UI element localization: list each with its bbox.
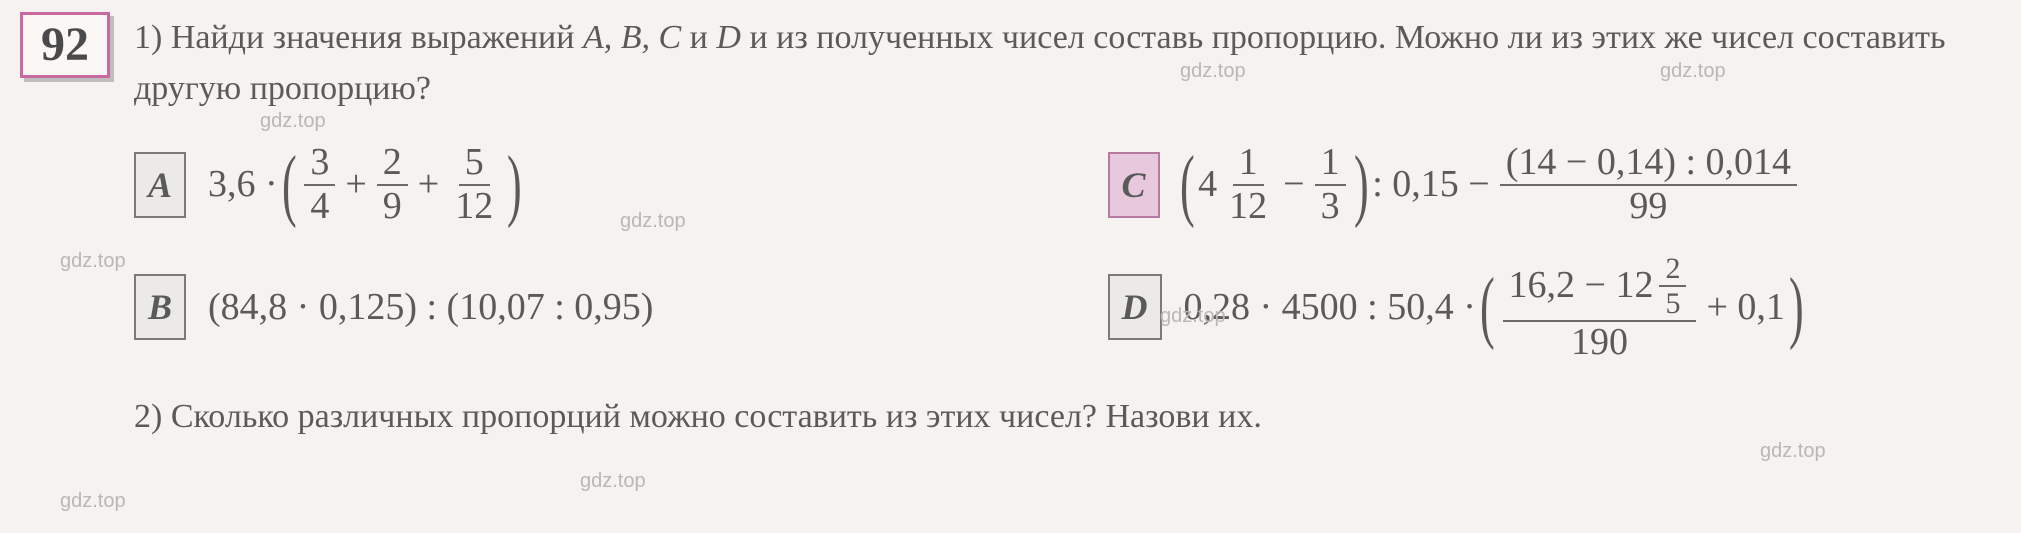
D-num-lead: 16,2 − <box>1509 264 1616 306</box>
problem-body: 1) Найди значения выражений A, B, C и D … <box>134 12 2001 442</box>
C-mixed-frac: 1 12 <box>1223 142 1273 228</box>
math-C: ( 4 1 12 − 1 3 ) : 0,15 − <box>1182 142 1802 228</box>
C-lparen-icon: ( <box>1180 157 1195 213</box>
D-big-num: 16,2 − 12 2 5 <box>1503 252 1697 322</box>
math-A: 3,6 · ( 3 4 + 2 9 + 5 12 <box>208 142 520 228</box>
D-mixed: 12 2 5 <box>1615 252 1690 320</box>
C-mixed-d: 12 <box>1223 186 1273 228</box>
C-mixed-w: 4 <box>1198 156 1217 213</box>
problem-container: 92 1) Найди значения выражений A, B, C и… <box>20 12 2001 442</box>
C-minus: − <box>1283 156 1304 213</box>
watermark: gdz.top <box>60 490 126 513</box>
D-mixed-n: 2 <box>1659 252 1686 287</box>
frac-A1: 3 4 <box>304 142 335 228</box>
B-text: (84,8 · 0,125) : (10,07 : 0,95) <box>208 279 653 336</box>
D-bigfrac: 16,2 − 12 2 5 190 <box>1503 252 1697 364</box>
A-plus2: + <box>418 156 439 213</box>
part2-label: 2) <box>134 398 162 435</box>
C-mixed-n: 1 <box>1233 142 1264 186</box>
label-C: C <box>1108 152 1160 218</box>
D-rparen-icon: ) <box>1789 279 1804 335</box>
C-big-n: (14 − 0,14) : 0,014 <box>1500 142 1797 186</box>
C-f1: 1 3 <box>1315 142 1346 228</box>
expression-B: B (84,8 · 0,125) : (10,07 : 0,95) <box>134 274 1028 340</box>
math-B: (84,8 · 0,125) : (10,07 : 0,95) <box>208 279 653 336</box>
lparen-icon: ( <box>282 157 297 213</box>
A1-num: 3 <box>304 142 335 186</box>
expression-grid: A 3,6 · ( 3 4 + 2 9 + 5 <box>134 142 2001 363</box>
and-word: и <box>681 19 716 56</box>
expression-A: A 3,6 · ( 3 4 + 2 9 + 5 <box>134 142 1028 228</box>
watermark: gdz.top <box>1760 440 1826 463</box>
C-bigfrac: (14 − 0,14) : 0,014 99 <box>1500 142 1797 228</box>
A2-den: 9 <box>377 186 408 228</box>
D-lead: 0,28 · 4500 : 50,4 · <box>1184 279 1476 336</box>
D-tail: + 0,1 <box>1706 279 1784 336</box>
C-mixed: 4 1 12 <box>1198 142 1277 228</box>
problem-number: 92 <box>20 12 110 78</box>
label-A: A <box>134 152 186 218</box>
C-mid: : 0,15 − <box>1372 156 1490 213</box>
vars-abc: A, B, C <box>583 19 681 56</box>
watermark: gdz.top <box>580 470 646 493</box>
label-D: D <box>1108 274 1162 340</box>
C-f1-n: 1 <box>1315 142 1346 186</box>
D-big-d: 190 <box>1565 322 1634 364</box>
A2-num: 2 <box>377 142 408 186</box>
expression-D: D 0,28 · 4500 : 50,4 · ( 16,2 − 12 2 5 <box>1108 252 2002 364</box>
D-mixed-w: 12 <box>1615 265 1653 307</box>
part2-text: Сколько различных пропорций можно состав… <box>171 398 1262 435</box>
part1-text1: Найди значения выражений <box>171 19 583 56</box>
var-d: D <box>716 19 741 56</box>
label-B: B <box>134 274 186 340</box>
rparen-icon: ) <box>507 157 522 213</box>
D-mixed-frac: 2 5 <box>1659 252 1686 320</box>
C-rparen-icon: ) <box>1354 157 1369 213</box>
A-plus1: + <box>345 156 366 213</box>
part1-label: 1) <box>134 19 162 56</box>
C-big-d: 99 <box>1623 186 1673 228</box>
part-1-text: 1) Найди значения выражений A, B, C и D … <box>134 12 2001 114</box>
A1-den: 4 <box>304 186 335 228</box>
A3-num: 5 <box>459 142 490 186</box>
frac-A2: 2 9 <box>377 142 408 228</box>
math-D: 0,28 · 4500 : 50,4 · ( 16,2 − 12 2 5 <box>1184 252 1802 364</box>
A3-den: 12 <box>449 186 499 228</box>
D-lparen-icon: ( <box>1480 279 1495 335</box>
A-lead: 3,6 · <box>208 156 278 213</box>
part-2-text: 2) Сколько различных пропорций можно сос… <box>134 391 2001 442</box>
C-f1-d: 3 <box>1315 186 1346 228</box>
frac-A3: 5 12 <box>449 142 499 228</box>
expression-C: C ( 4 1 12 − 1 3 ) <box>1108 142 2002 228</box>
D-mixed-d: 5 <box>1659 287 1686 320</box>
